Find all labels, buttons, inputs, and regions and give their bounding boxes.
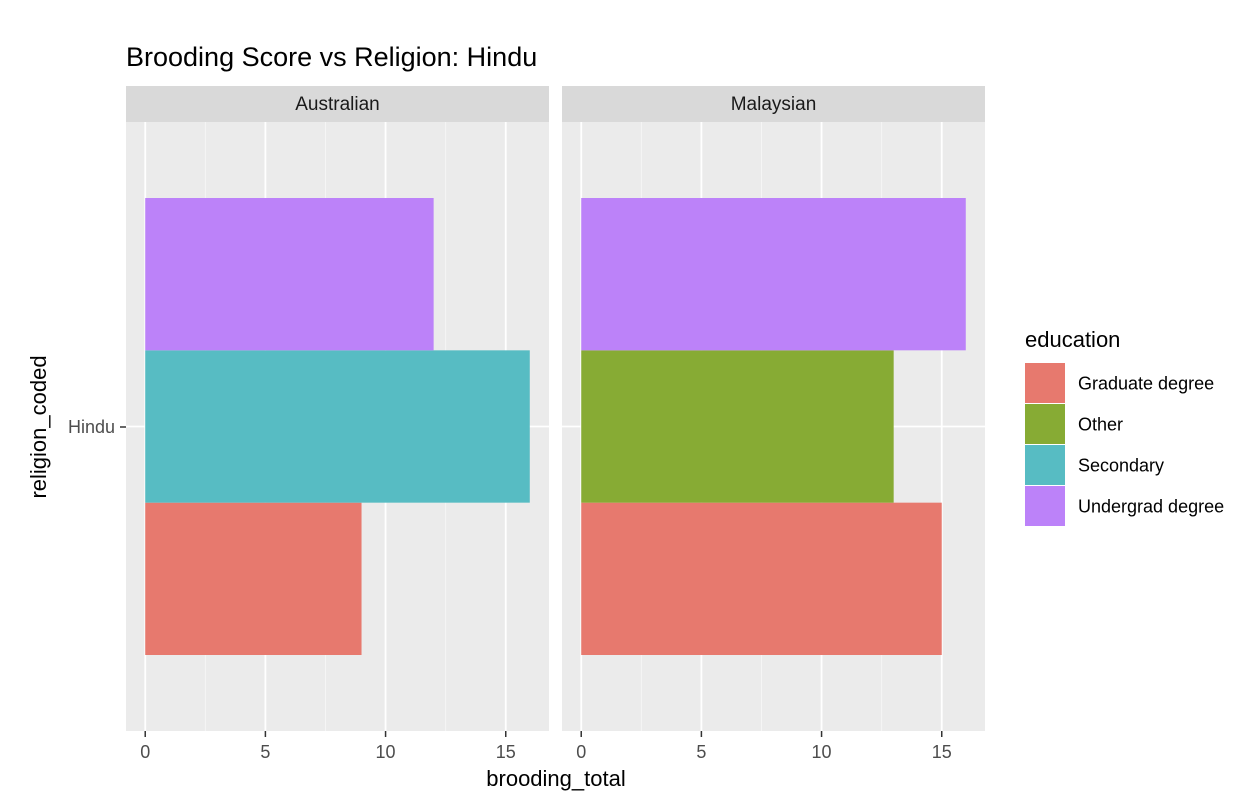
legend-title: education [1025, 327, 1120, 352]
x-tick-label: 15 [496, 742, 516, 762]
x-tick-label: 5 [260, 742, 270, 762]
legend: education Graduate degree Other Secondary U… [1025, 327, 1224, 526]
x-axis-title: brooding_total [486, 766, 625, 791]
x-tick-label: 15 [932, 742, 952, 762]
facet-strip-label: Malaysian [731, 94, 817, 115]
x-tick-label: 5 [696, 742, 706, 762]
y-tick-label: Hindu [68, 417, 115, 437]
legend-label: Graduate degree [1078, 374, 1214, 394]
legend-key-other [1025, 404, 1065, 444]
legend-label: Other [1078, 415, 1123, 435]
legend-key-graduate-degree [1025, 363, 1065, 403]
x-tick-label: 0 [576, 742, 586, 762]
bar-undergrad-degree [145, 198, 434, 351]
chart-title: Brooding Score vs Religion: Hindu [126, 42, 537, 72]
y-axis-title: religion_coded [26, 355, 51, 498]
x-tick-label: 10 [376, 742, 396, 762]
bar-other [581, 350, 894, 503]
legend-key-undergrad-degree [1025, 486, 1065, 526]
bar-undergrad-degree [581, 198, 966, 351]
bar-graduate-degree [145, 502, 362, 655]
x-tick-label: 10 [812, 742, 832, 762]
x-tick-label: 0 [140, 742, 150, 762]
bar-graduate-degree [581, 502, 942, 655]
panel-australian: Australian 0 5 10 15 [126, 86, 549, 762]
facet-strip [562, 86, 985, 122]
legend-key-secondary [1025, 445, 1065, 485]
bar-secondary [145, 350, 530, 503]
facet-strip [126, 86, 549, 122]
legend-label: Undergrad degree [1078, 497, 1224, 517]
legend-label: Secondary [1078, 456, 1164, 476]
facet-strip-label: Australian [295, 94, 380, 115]
panel-malaysian: Malaysian 0 5 10 15 [562, 86, 985, 762]
